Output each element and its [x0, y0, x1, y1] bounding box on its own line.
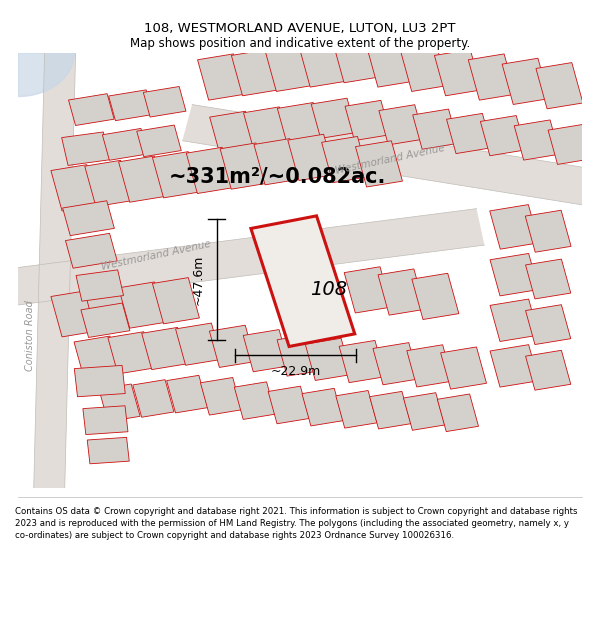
Polygon shape [108, 332, 154, 374]
Text: ~331m²/~0.082ac.: ~331m²/~0.082ac. [169, 167, 386, 187]
Polygon shape [133, 379, 174, 418]
Polygon shape [345, 101, 391, 141]
Polygon shape [305, 338, 351, 381]
Polygon shape [3, 209, 484, 306]
Polygon shape [142, 328, 188, 369]
Polygon shape [490, 204, 539, 249]
Polygon shape [62, 201, 115, 236]
Polygon shape [99, 384, 140, 422]
Polygon shape [103, 128, 148, 160]
Polygon shape [209, 111, 255, 151]
Polygon shape [525, 210, 571, 252]
Polygon shape [440, 347, 487, 389]
Polygon shape [322, 136, 368, 182]
Polygon shape [468, 54, 515, 100]
Polygon shape [339, 341, 385, 382]
Polygon shape [119, 282, 166, 328]
Polygon shape [302, 388, 343, 426]
Polygon shape [333, 36, 380, 82]
Text: 108: 108 [310, 281, 347, 299]
Polygon shape [412, 273, 459, 319]
Text: ~47.6m: ~47.6m [192, 254, 205, 304]
Polygon shape [51, 291, 98, 337]
Polygon shape [152, 278, 199, 324]
Text: Map shows position and indicative extent of the property.: Map shows position and indicative extent… [130, 38, 470, 50]
Polygon shape [85, 286, 132, 332]
Text: Coniston Road: Coniston Road [25, 300, 35, 371]
Polygon shape [243, 329, 289, 372]
Polygon shape [367, 41, 414, 87]
Polygon shape [74, 366, 125, 397]
Polygon shape [401, 45, 448, 91]
Polygon shape [143, 86, 186, 117]
Polygon shape [254, 139, 301, 185]
Polygon shape [34, 44, 76, 496]
Polygon shape [265, 45, 312, 91]
Polygon shape [446, 113, 492, 154]
Polygon shape [197, 54, 245, 100]
Polygon shape [81, 303, 130, 338]
Polygon shape [85, 161, 132, 206]
Polygon shape [299, 41, 346, 87]
Polygon shape [62, 132, 110, 166]
Polygon shape [502, 58, 549, 104]
Text: ~22.9m: ~22.9m [271, 365, 321, 378]
Polygon shape [526, 259, 571, 299]
Polygon shape [65, 233, 117, 268]
Polygon shape [490, 344, 539, 387]
Polygon shape [288, 134, 335, 181]
Polygon shape [536, 62, 583, 109]
Polygon shape [76, 270, 124, 301]
Polygon shape [526, 304, 571, 344]
Polygon shape [379, 105, 424, 145]
Polygon shape [403, 392, 445, 430]
Polygon shape [490, 254, 539, 296]
Polygon shape [234, 382, 275, 419]
Polygon shape [137, 125, 181, 157]
Polygon shape [526, 350, 571, 390]
Text: 108, WESTMORLAND AVENUE, LUTON, LU3 2PT: 108, WESTMORLAND AVENUE, LUTON, LU3 2PT [144, 22, 456, 34]
Polygon shape [200, 378, 242, 415]
Polygon shape [407, 345, 452, 387]
Polygon shape [109, 90, 153, 121]
Polygon shape [182, 104, 598, 206]
Polygon shape [481, 116, 526, 156]
Polygon shape [119, 156, 166, 202]
Polygon shape [251, 216, 355, 346]
Polygon shape [87, 438, 129, 464]
Text: Westmorland Avenue: Westmorland Avenue [100, 239, 212, 272]
Polygon shape [370, 391, 411, 429]
Polygon shape [244, 107, 289, 147]
Polygon shape [434, 49, 481, 96]
Polygon shape [83, 406, 128, 434]
Polygon shape [378, 269, 425, 315]
Text: Contains OS data © Crown copyright and database right 2021. This information is : Contains OS data © Crown copyright and d… [15, 507, 577, 540]
Polygon shape [413, 109, 458, 149]
Polygon shape [490, 299, 539, 341]
Polygon shape [74, 336, 120, 378]
Polygon shape [268, 386, 310, 424]
Polygon shape [209, 325, 255, 368]
Polygon shape [51, 164, 98, 211]
Polygon shape [220, 143, 267, 189]
Polygon shape [514, 120, 560, 160]
Polygon shape [277, 102, 323, 142]
Polygon shape [68, 94, 114, 126]
Polygon shape [373, 342, 419, 385]
Polygon shape [336, 391, 377, 428]
Polygon shape [311, 98, 356, 138]
Polygon shape [167, 376, 208, 413]
Polygon shape [437, 394, 479, 432]
Polygon shape [232, 49, 278, 96]
Polygon shape [186, 148, 233, 194]
Polygon shape [355, 141, 403, 187]
Polygon shape [152, 152, 199, 198]
Text: Westmorland Avenue: Westmorland Avenue [334, 143, 446, 176]
Wedge shape [18, 53, 74, 96]
Polygon shape [176, 323, 221, 365]
Polygon shape [344, 267, 391, 313]
Polygon shape [277, 334, 323, 376]
Polygon shape [548, 124, 593, 164]
